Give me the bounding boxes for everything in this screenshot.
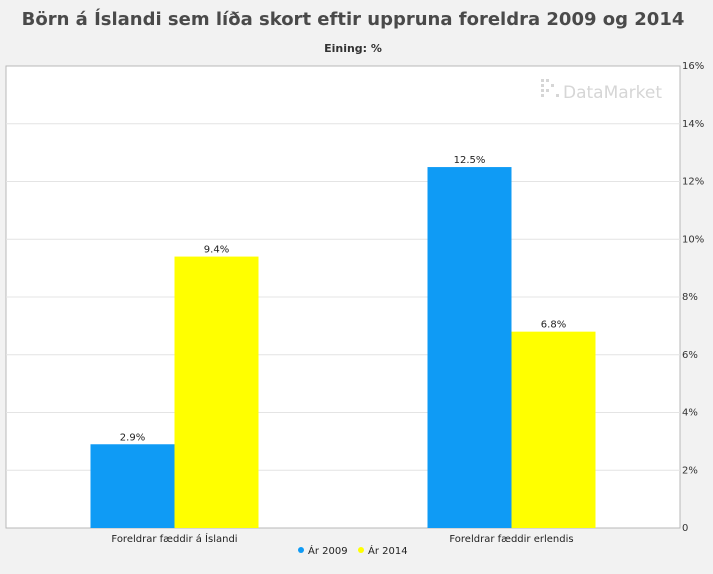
y-tick-label: 8% <box>682 292 698 303</box>
data-label: 2.9% <box>120 432 145 443</box>
watermark-text: DataMarket <box>563 83 662 103</box>
x-tick-label: Foreldrar fæddir á Íslandi <box>111 532 237 545</box>
legend-marker-icon <box>358 547 364 553</box>
data-label: 12.5% <box>454 155 486 166</box>
legend-marker-icon <box>298 547 304 553</box>
bar <box>90 444 175 528</box>
datamarket-logo-icon <box>541 79 559 97</box>
chart-title: Börn á Íslandi sem líða skort eftir uppr… <box>22 8 685 30</box>
y-tick-label: 12% <box>682 177 704 188</box>
x-tick-label: Foreldrar fæddir erlendis <box>449 534 573 545</box>
y-tick-label: 0 <box>682 523 688 534</box>
y-tick-label: 6% <box>682 350 698 361</box>
watermark: DataMarket <box>541 79 662 103</box>
bars: 2.9% 9.4% 12.5% 6.8% <box>90 155 596 528</box>
legend-item[interactable]: Ár 2009 <box>298 544 348 557</box>
chart-subtitle: Eining: % <box>324 42 382 55</box>
legend-label: Ár 2014 <box>368 544 408 557</box>
y-tick-label: 10% <box>682 234 704 245</box>
y-tick-label: 16% <box>682 61 704 72</box>
y-tick-label: 2% <box>682 465 698 476</box>
legend-item[interactable]: Ár 2014 <box>358 544 408 557</box>
data-label: 9.4% <box>204 245 229 256</box>
bar <box>511 331 596 528</box>
legend[interactable]: Ár 2009 Ár 2014 <box>298 544 408 557</box>
bar <box>427 167 512 528</box>
legend-label: Ár 2009 <box>308 544 348 557</box>
bar <box>174 256 259 528</box>
y-axis: 0 2% 4% 6% 8% 10% 12% 14% 16% <box>682 61 704 534</box>
y-tick-label: 4% <box>682 408 698 419</box>
y-tick-label: 14% <box>682 119 704 130</box>
x-axis: Foreldrar fæddir á Íslandi Foreldrar fædd… <box>111 532 573 545</box>
data-label: 6.8% <box>541 320 566 331</box>
